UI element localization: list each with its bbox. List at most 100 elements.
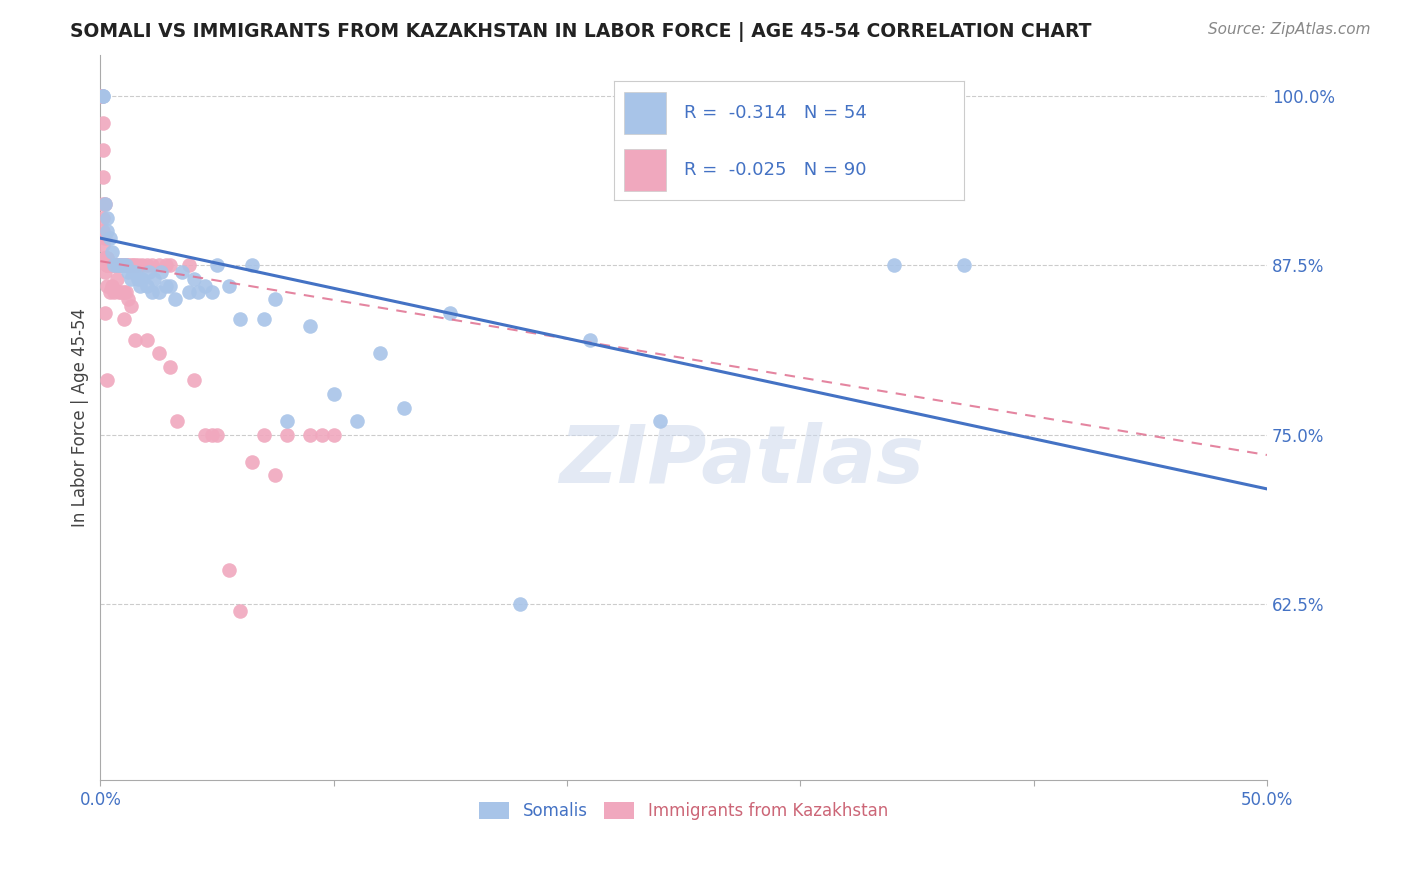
Point — [96, 258, 118, 272]
Point — [91, 116, 114, 130]
Point — [96, 252, 118, 266]
Point — [122, 258, 145, 272]
Point — [96, 224, 118, 238]
Legend: Somalis, Immigrants from Kazakhstan: Somalis, Immigrants from Kazakhstan — [472, 795, 894, 826]
Point — [187, 285, 209, 300]
Point — [91, 197, 114, 211]
Point — [103, 258, 125, 272]
Point — [240, 455, 263, 469]
Point — [159, 258, 181, 272]
Point — [183, 374, 205, 388]
Point — [91, 170, 114, 185]
Point — [205, 258, 228, 272]
Point — [136, 278, 159, 293]
Point — [101, 258, 124, 272]
Point — [91, 143, 114, 157]
Point — [883, 258, 905, 272]
Point — [205, 427, 228, 442]
Point — [509, 597, 531, 611]
Point — [101, 258, 124, 272]
Point — [108, 258, 131, 272]
Point — [201, 285, 224, 300]
Point — [155, 278, 177, 293]
Point — [392, 401, 415, 415]
Point — [264, 292, 287, 306]
Point — [299, 319, 322, 334]
Y-axis label: In Labor Force | Age 45-54: In Labor Force | Age 45-54 — [72, 309, 89, 527]
Point — [96, 258, 118, 272]
Point — [148, 258, 170, 272]
Point — [264, 468, 287, 483]
Point — [120, 258, 142, 272]
Point — [98, 285, 121, 300]
Point — [110, 258, 132, 272]
Point — [90, 88, 112, 103]
Point — [194, 278, 217, 293]
Point — [112, 258, 135, 272]
Point — [94, 265, 117, 279]
Point — [96, 211, 118, 225]
Point — [299, 427, 322, 442]
Point — [117, 258, 139, 272]
Point — [101, 258, 124, 272]
Point — [276, 427, 298, 442]
Point — [136, 333, 159, 347]
Point — [229, 604, 252, 618]
Point — [143, 272, 166, 286]
Point — [94, 252, 117, 266]
Point — [91, 88, 114, 103]
Point — [368, 346, 391, 360]
Point — [105, 258, 128, 272]
Point — [91, 238, 114, 252]
Point — [346, 414, 368, 428]
Point — [96, 252, 118, 266]
Point — [96, 374, 118, 388]
Point — [96, 258, 118, 272]
Point — [131, 258, 153, 272]
Point — [127, 258, 149, 272]
Point — [94, 306, 117, 320]
Point — [122, 265, 145, 279]
Point — [124, 265, 146, 279]
Point — [103, 258, 125, 272]
Point — [112, 312, 135, 326]
Point — [952, 258, 974, 272]
Point — [105, 258, 128, 272]
Point — [311, 427, 333, 442]
Point — [105, 272, 128, 286]
Point — [138, 265, 160, 279]
Point — [101, 258, 124, 272]
Point — [127, 272, 149, 286]
Point — [96, 258, 118, 272]
Point — [101, 278, 124, 293]
Point — [110, 258, 132, 272]
Point — [141, 285, 163, 300]
Point — [94, 197, 117, 211]
Point — [105, 258, 128, 272]
Point — [108, 258, 131, 272]
Point — [155, 258, 177, 272]
Point — [115, 258, 138, 272]
Point — [201, 427, 224, 442]
Point — [90, 88, 112, 103]
Point — [94, 252, 117, 266]
Point — [108, 285, 131, 300]
Point — [91, 224, 114, 238]
Point — [91, 211, 114, 225]
Point — [115, 258, 138, 272]
Point — [177, 258, 200, 272]
Point — [94, 197, 117, 211]
Point — [124, 258, 146, 272]
Point — [108, 258, 131, 272]
Point — [96, 278, 118, 293]
Point — [159, 359, 181, 374]
Point — [103, 258, 125, 272]
Point — [108, 258, 131, 272]
Point — [183, 272, 205, 286]
Point — [322, 427, 344, 442]
Point — [120, 272, 142, 286]
Point — [129, 278, 152, 293]
Point — [115, 258, 138, 272]
Point — [253, 312, 276, 326]
Point — [103, 285, 125, 300]
